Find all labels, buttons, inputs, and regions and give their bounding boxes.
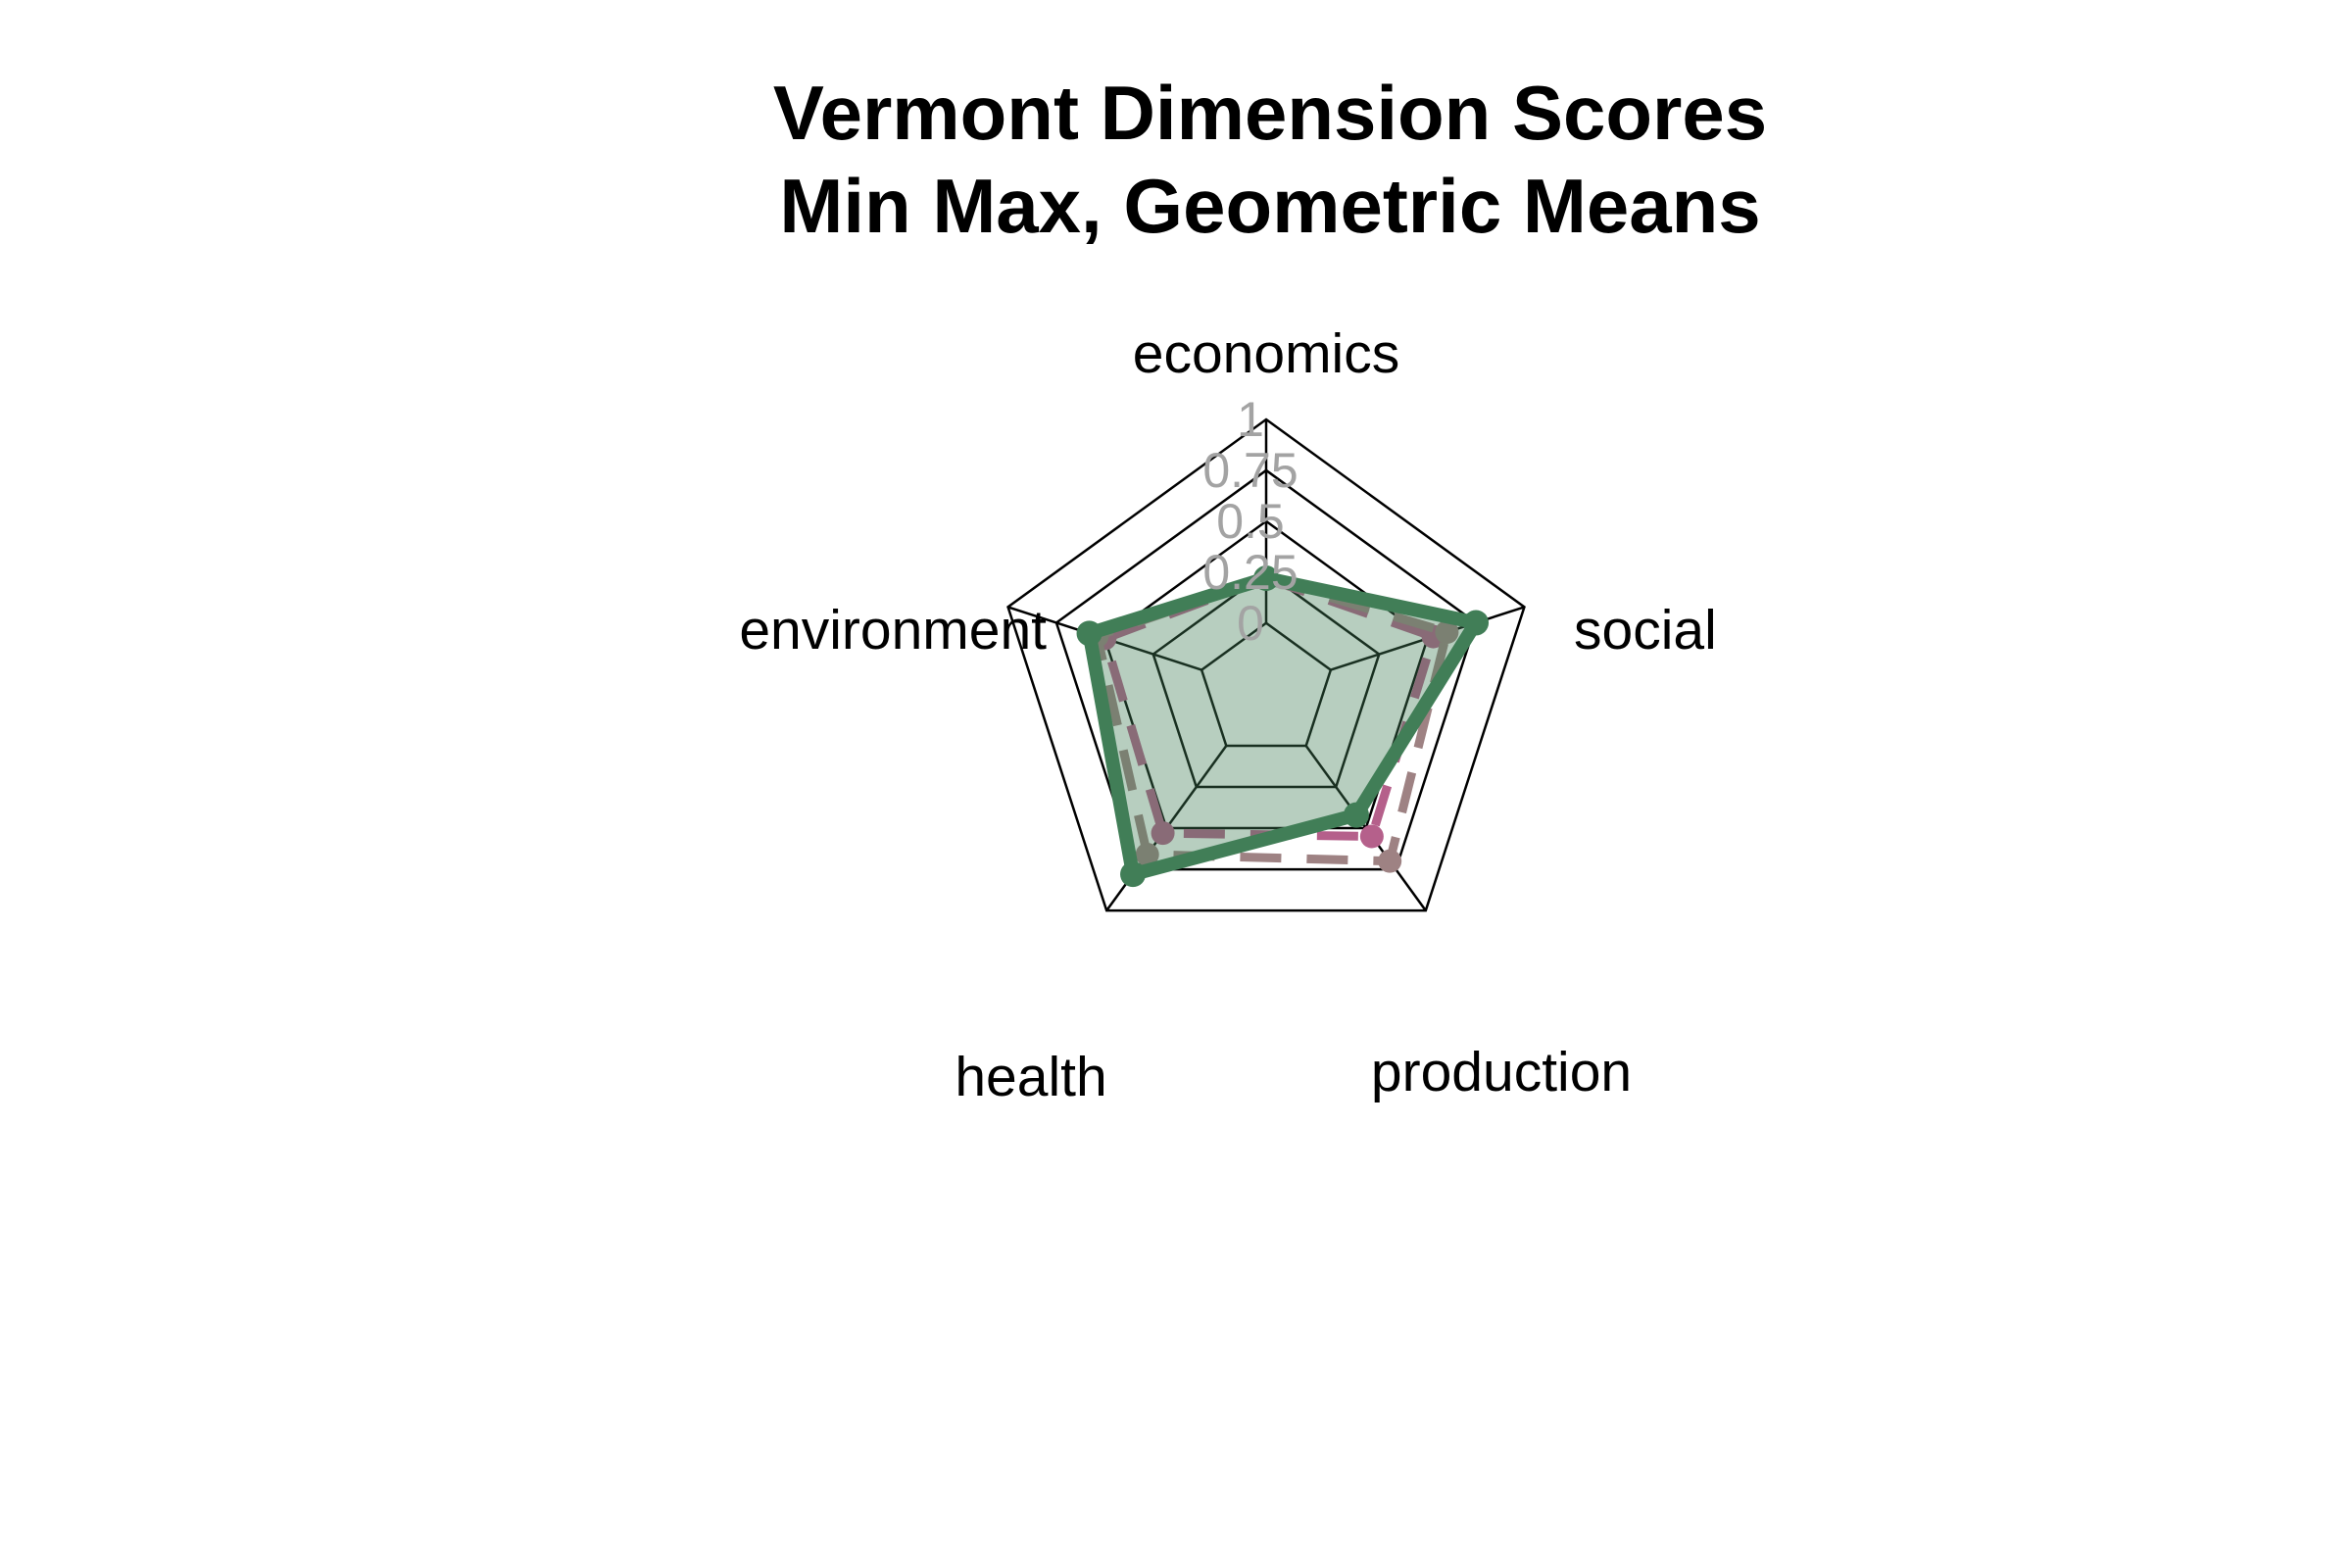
chart-title-line-1: Vermont Dimension Scores <box>773 70 1767 156</box>
series-2-point-health <box>1135 842 1159 866</box>
axis-label-economics: economics <box>1133 322 1399 385</box>
grid-ring-4 <box>1006 417 1526 912</box>
series-2-point-social <box>1435 620 1459 645</box>
series-1-point-health <box>1120 861 1147 888</box>
ring-label-4: 0 <box>1237 596 1264 651</box>
series-2-polygon <box>1092 573 1451 866</box>
series-3-point-production <box>1359 824 1384 849</box>
ring-labels: 10.750.50.250 <box>1202 392 1298 651</box>
axis-label-health: health <box>955 1046 1106 1108</box>
axis-label-production: production <box>1371 1041 1632 1103</box>
series-1-point-environment <box>1076 620 1102 647</box>
grid-ring-0 <box>1200 621 1333 748</box>
ring-label-0: 1 <box>1237 392 1264 447</box>
series-1-polygon <box>1082 571 1484 882</box>
axis-label-environment: environment <box>739 599 1047 662</box>
ring-label-1: 0.75 <box>1202 443 1298 498</box>
grid-ring-3 <box>1054 468 1478 871</box>
series-1-point-production <box>1343 802 1369 828</box>
series-1-point-economics <box>1253 565 1279 592</box>
ring-label-3: 0.25 <box>1202 545 1298 600</box>
series-3-point-health <box>1151 821 1175 846</box>
series-2-point-production <box>1378 849 1402 873</box>
grid-ring-1 <box>1152 570 1381 789</box>
chart-title-line-2: Min Max, Geometric Means <box>779 163 1760 249</box>
axis-label-social: social <box>1574 599 1717 662</box>
ring-label-2: 0.5 <box>1216 494 1285 549</box>
radar-series <box>1076 565 1490 888</box>
series-1-point-social <box>1463 610 1490 636</box>
